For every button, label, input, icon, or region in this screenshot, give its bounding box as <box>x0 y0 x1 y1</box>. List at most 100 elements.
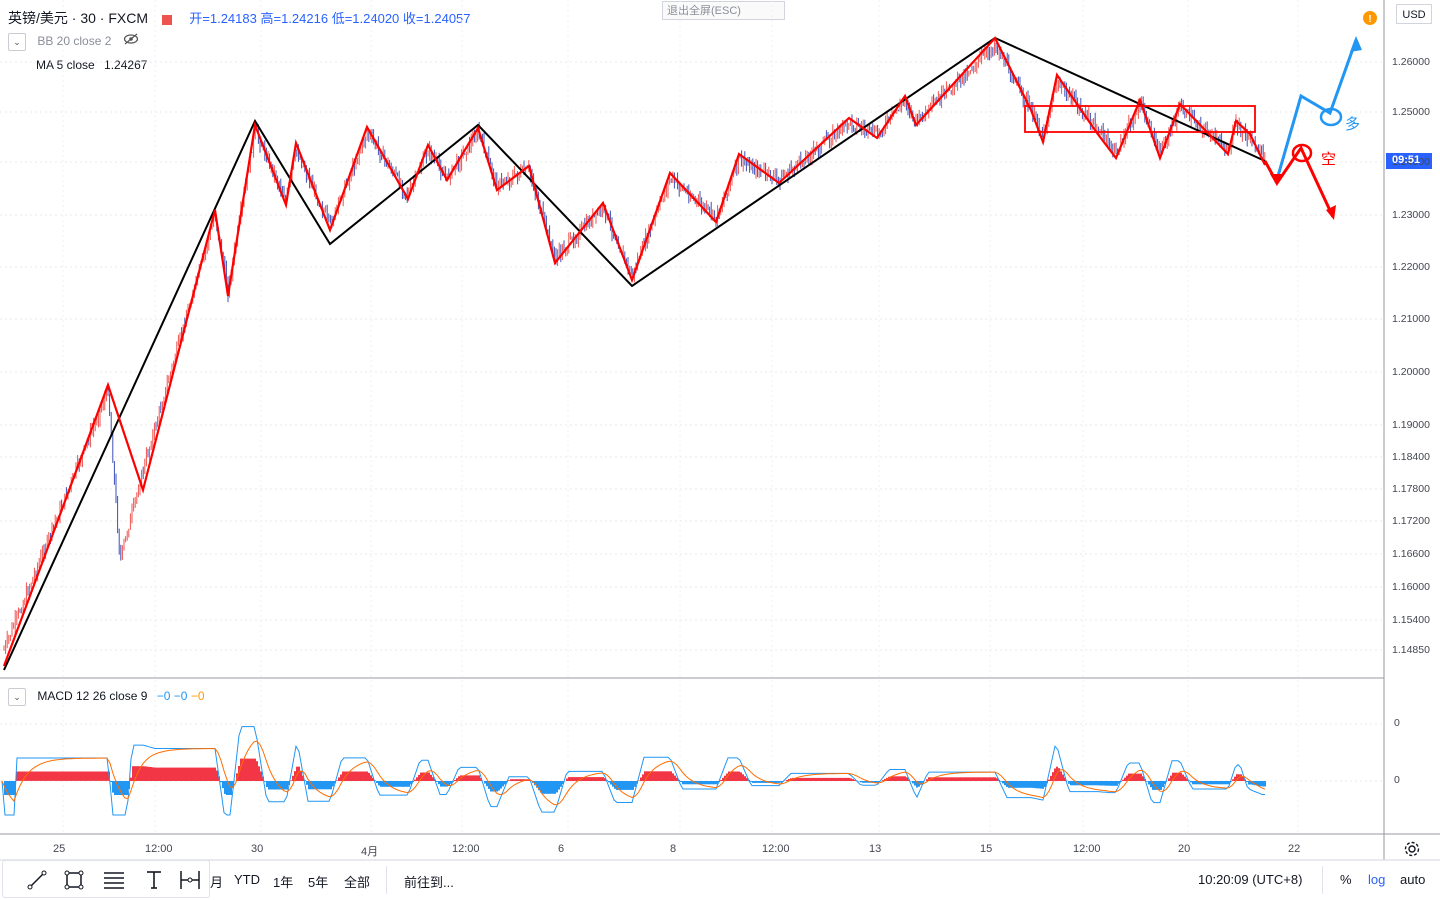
currency-button[interactable]: USD <box>1396 4 1432 24</box>
bb-label[interactable]: BB 20 close 2 <box>37 34 112 49</box>
macd-histogram-bar <box>1068 781 1070 784</box>
macd-histogram-bar <box>576 777 578 781</box>
macd-histogram-bar <box>800 777 802 781</box>
macd-histogram-bar <box>126 781 128 795</box>
text-icon[interactable] <box>140 867 168 893</box>
macd-histogram-bar <box>986 777 988 781</box>
collapse-legend-button[interactable]: ⌄ <box>8 33 26 51</box>
macd-histogram-bar <box>774 781 776 783</box>
macd-histogram-bar <box>94 771 96 781</box>
trend-line-icon[interactable] <box>23 867 51 893</box>
macd-histogram-bar <box>74 771 76 781</box>
range-button-5y[interactable]: 5年 <box>308 875 329 890</box>
macd-histogram-bar <box>350 771 352 781</box>
percent-toggle[interactable]: % <box>1340 872 1352 887</box>
macd-histogram-bar <box>356 771 358 781</box>
range-button-ytd[interactable]: YTD <box>234 872 260 887</box>
macd-histogram-bar <box>1000 781 1002 782</box>
macd-histogram-bar <box>330 781 332 790</box>
macd-histogram-bar <box>698 781 700 785</box>
clock-timezone[interactable]: 10:20:09 (UTC+8) <box>1198 872 1303 887</box>
macd-histogram-bar <box>144 766 146 781</box>
macd-histogram-bar <box>670 771 672 781</box>
macd-histogram-bar <box>816 777 818 781</box>
settings-gear-icon[interactable] <box>1403 840 1421 863</box>
macd-histogram-bar <box>214 767 216 781</box>
macd-histogram-bar <box>236 773 238 781</box>
macd-histogram-bar <box>80 771 82 781</box>
macd-histogram-bar <box>72 771 74 781</box>
macd-histogram-bar <box>808 777 810 781</box>
macd-histogram-bar <box>1226 781 1228 785</box>
macd-histogram-bar <box>344 771 346 781</box>
macd-histogram-bar <box>1112 781 1114 786</box>
exit-fullscreen-button[interactable]: 退出全屏(ESC) <box>662 1 785 20</box>
macd-histogram-bar <box>622 781 624 790</box>
macd-histogram-bar <box>398 781 400 787</box>
goto-date-button[interactable]: 前往到... <box>404 875 454 890</box>
macd-histogram-bar <box>882 780 884 781</box>
macd-histogram-bar <box>294 771 296 781</box>
macd-histogram-bar <box>240 758 242 781</box>
macd-histogram-bar <box>1098 781 1100 786</box>
hidden-eye-icon[interactable] <box>123 33 139 48</box>
macd-histogram-bar <box>310 781 312 790</box>
macd-histogram-bar <box>798 777 800 781</box>
macd-histogram-bar <box>232 781 234 789</box>
macd-histogram-bar <box>1224 781 1226 785</box>
fib-lines-icon[interactable] <box>100 867 128 893</box>
macd-histogram-bar <box>512 779 514 781</box>
macd-histogram-bar <box>990 777 992 781</box>
macd-histogram-bar <box>84 771 86 781</box>
macd-histogram-bar <box>916 781 918 788</box>
macd-histogram-bar <box>974 777 976 781</box>
range-button-1y[interactable]: 1年 <box>273 875 294 890</box>
macd-histogram-bar <box>1156 781 1158 790</box>
macd-histogram-bar <box>826 777 828 781</box>
macd-histogram-bar <box>328 781 330 790</box>
macd-histogram-bar <box>1260 781 1262 787</box>
macd-histogram-bar <box>680 781 682 783</box>
measure-icon[interactable] <box>176 867 204 893</box>
macd-histogram-bar <box>370 775 372 781</box>
macd-histogram-bar <box>892 776 894 781</box>
macd-histogram-bar <box>226 781 228 795</box>
macd-histogram-bar <box>254 758 256 781</box>
macd-histogram-bar <box>430 774 432 781</box>
time-axis-label: 15 <box>980 843 993 855</box>
close-value: 收=1.24057 <box>402 11 471 26</box>
macd-histogram-bar <box>98 771 100 781</box>
macd-histogram-bar <box>616 781 618 790</box>
macd-histogram-bar <box>1190 781 1192 783</box>
macd-histogram-bar <box>696 781 698 785</box>
macd-histogram-bar <box>1216 781 1218 785</box>
macd-histogram-bar <box>248 758 250 781</box>
macd-histogram-bar <box>780 781 782 783</box>
macd-histogram-bar <box>1108 781 1110 786</box>
macd-histogram-bar <box>1038 781 1040 789</box>
macd-histogram-bar <box>274 781 276 790</box>
rectangle-icon[interactable] <box>60 867 88 893</box>
macd-histogram-bar <box>984 777 986 781</box>
macd-histogram-bar <box>548 781 550 794</box>
macd-histogram-bar <box>752 781 754 783</box>
macd-histogram-bar <box>464 775 466 781</box>
macd-histogram-bar <box>132 766 134 781</box>
macd-histogram-bar <box>368 772 370 781</box>
macd-histogram-bar <box>290 780 292 781</box>
range-button-all[interactable]: 全部 <box>344 875 371 890</box>
auto-toggle[interactable]: auto <box>1400 872 1426 887</box>
collapse-macd-button[interactable]: ⌄ <box>8 688 26 706</box>
macd-histogram-bar <box>920 781 922 785</box>
macd-histogram-bar <box>20 771 22 781</box>
macd-histogram-bar <box>1074 781 1076 786</box>
macd-label[interactable]: MACD 12 26 close 9 <box>37 689 148 704</box>
macd-histogram-bar <box>520 779 522 781</box>
macd-histogram-bar <box>448 781 450 786</box>
symbol-title[interactable]: 英镑/美元 · 30 · FXCM <box>8 10 149 26</box>
range-button-month[interactable]: 月 <box>210 875 224 890</box>
log-toggle[interactable]: log <box>1368 872 1386 887</box>
macd-histogram-bar <box>664 771 666 781</box>
macd-histogram-bar <box>562 781 564 784</box>
